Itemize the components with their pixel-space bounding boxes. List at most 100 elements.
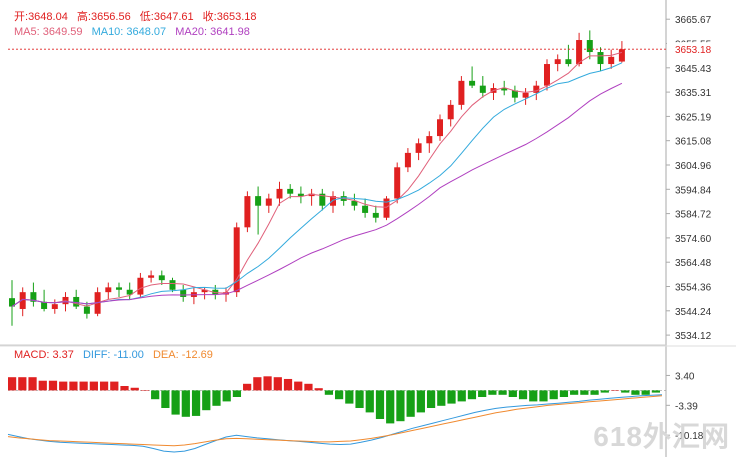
macd-bar (59, 381, 68, 391)
candle-body (180, 289, 187, 297)
macd-bar (426, 390, 436, 408)
close-value: 收:3653.18 (202, 11, 257, 23)
ohlc-legend: 开:3648.04 高:3656.56 低:3647.61 收:3653.18 (14, 11, 263, 24)
macd-bar (631, 390, 640, 395)
macd-bar (498, 390, 507, 395)
last-price-label: 3653.18 (675, 45, 712, 56)
candle-body (233, 227, 240, 293)
candle-body (255, 196, 262, 206)
macd-bar (151, 390, 160, 400)
candle-body (73, 296, 80, 307)
ma20-line (11, 82, 623, 308)
macd-bar (202, 390, 211, 411)
candle-body (244, 196, 251, 228)
macd-bar (8, 377, 17, 391)
macd-bar (375, 390, 385, 419)
macd-bar (140, 390, 150, 391)
macd-value: MACD: 3.37 (14, 349, 74, 361)
high-value: 高:3656.56 (76, 11, 131, 23)
candle-body (618, 49, 625, 62)
dea-line (7, 395, 663, 447)
candle-body (308, 193, 315, 197)
candle-body (362, 205, 369, 213)
macd-bar (355, 390, 364, 408)
macd-bar (120, 386, 129, 391)
macd-bar (478, 390, 487, 397)
macd-bar (222, 390, 231, 402)
candle-body (533, 85, 540, 93)
dea-value: DEA: -12.69 (152, 349, 213, 361)
macd-bar (600, 390, 609, 393)
price-tick-label: 3665.67 (675, 15, 712, 26)
price-tick-label: 3554.36 (675, 283, 712, 294)
macd-bar (345, 390, 354, 404)
ma5-line (11, 51, 623, 308)
macd-bar (610, 390, 620, 391)
macd-bar (28, 377, 37, 391)
price-tick-label: 3594.84 (675, 185, 712, 196)
macd-bar (232, 390, 242, 397)
macd-bar (314, 388, 323, 391)
candle-body (522, 92, 529, 98)
macd-bar (161, 390, 170, 408)
macd-bar (130, 387, 139, 391)
ma-legend: MA5: 3649.59 MA10: 3648.07 MA20: 3641.98 (14, 26, 256, 39)
price-tick-label: 3574.60 (675, 234, 712, 245)
diff-value: DIFF: -11.00 (82, 349, 144, 361)
ma5-legend: MA5: 3649.59 (14, 26, 83, 38)
ma10-legend: MA10: 3648.07 (91, 26, 167, 38)
candle-body (83, 306, 90, 314)
candle-body (404, 152, 411, 168)
price-tick-label: 3534.12 (675, 331, 712, 342)
macd-bar (365, 390, 374, 413)
ma10-line (11, 62, 623, 308)
macd-bar (191, 390, 201, 416)
macd-bar (549, 390, 558, 400)
price-tick-label: 3625.19 (675, 112, 712, 123)
macd-legend: MACD: 3.37 DIFF: -11.00 DEA: -12.69 (14, 349, 219, 362)
macd-bar (283, 378, 293, 391)
price-tick-label: 3635.31 (675, 88, 712, 99)
candle-body (565, 59, 572, 65)
candle-body (437, 119, 443, 137)
candle-body (148, 275, 155, 278)
candle-body (41, 301, 48, 309)
diff-line (7, 394, 663, 453)
macd-bar (416, 390, 425, 413)
candle-body (287, 188, 294, 194)
candle-body (30, 292, 37, 302)
macd-bar (99, 381, 109, 391)
candle-body (201, 289, 208, 293)
macd-bar (324, 390, 333, 395)
candle-body (394, 167, 401, 199)
macd-bar (304, 383, 313, 391)
macd-bar (406, 390, 415, 417)
macd-bar (273, 377, 282, 391)
macd-bar (437, 390, 446, 406)
candle-body (265, 198, 272, 206)
candle-body (469, 80, 476, 86)
macd-bar (38, 380, 47, 391)
candle-body (137, 277, 144, 295)
price-tick-label: 3645.43 (675, 64, 712, 75)
candle-body (319, 193, 326, 206)
low-value: 低:3647.61 (139, 11, 194, 23)
candle-body (297, 193, 304, 197)
macd-bar (181, 390, 190, 417)
last-price-bg (667, 42, 717, 57)
ma20-legend: MA20: 3641.98 (175, 26, 250, 38)
macd-bar (488, 390, 497, 395)
price-tick-label: 3584.72 (675, 210, 712, 221)
candle-body (276, 188, 283, 199)
macd-bar (386, 390, 395, 424)
macd-bar (89, 381, 98, 391)
candle-body (597, 52, 604, 65)
macd-bar (79, 381, 88, 391)
macd-bar (447, 390, 456, 404)
price-tick-label: 3544.24 (675, 307, 712, 318)
macd-bar (171, 390, 180, 415)
candle-body (116, 287, 122, 290)
candle-body (576, 40, 583, 65)
candle-body (158, 275, 165, 281)
macd-bar (467, 390, 477, 400)
